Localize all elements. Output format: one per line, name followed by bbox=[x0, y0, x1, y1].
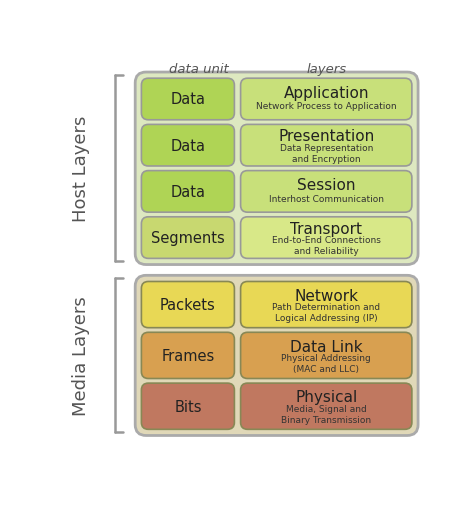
Text: Bits: Bits bbox=[174, 399, 201, 414]
FancyBboxPatch shape bbox=[241, 282, 412, 328]
Text: Data Link: Data Link bbox=[290, 339, 363, 354]
FancyBboxPatch shape bbox=[141, 125, 235, 167]
Text: Segments: Segments bbox=[151, 231, 225, 245]
Text: End-to-End Connections
and Reliability: End-to-End Connections and Reliability bbox=[272, 236, 381, 256]
Text: data unit: data unit bbox=[169, 63, 228, 76]
Text: Transport: Transport bbox=[290, 221, 362, 236]
Text: Data: Data bbox=[170, 184, 205, 199]
Text: Network Process to Application: Network Process to Application bbox=[256, 102, 397, 111]
Text: Data: Data bbox=[170, 92, 205, 107]
FancyBboxPatch shape bbox=[241, 383, 412, 429]
Text: Media Layers: Media Layers bbox=[72, 296, 90, 416]
Text: Presentation: Presentation bbox=[278, 129, 374, 144]
Text: Path Determination and
Logical Addressing (IP): Path Determination and Logical Addressin… bbox=[272, 302, 380, 323]
FancyBboxPatch shape bbox=[241, 171, 412, 213]
Text: Session: Session bbox=[297, 178, 356, 192]
FancyBboxPatch shape bbox=[141, 171, 235, 213]
Text: Physical Addressing
(MAC and LLC): Physical Addressing (MAC and LLC) bbox=[282, 354, 371, 373]
Text: Physical: Physical bbox=[295, 390, 357, 405]
FancyBboxPatch shape bbox=[141, 333, 235, 379]
FancyBboxPatch shape bbox=[135, 73, 418, 265]
FancyBboxPatch shape bbox=[241, 333, 412, 379]
Text: Network: Network bbox=[294, 288, 358, 303]
FancyBboxPatch shape bbox=[135, 276, 418, 436]
FancyBboxPatch shape bbox=[141, 282, 235, 328]
Text: Interhost Communication: Interhost Communication bbox=[269, 194, 384, 204]
FancyBboxPatch shape bbox=[141, 79, 235, 121]
Text: layers: layers bbox=[307, 63, 346, 76]
Text: Frames: Frames bbox=[161, 348, 215, 363]
Text: Data Representation
and Encryption: Data Representation and Encryption bbox=[280, 143, 373, 164]
FancyBboxPatch shape bbox=[241, 125, 412, 167]
Text: Packets: Packets bbox=[160, 297, 216, 313]
FancyBboxPatch shape bbox=[141, 217, 235, 259]
FancyBboxPatch shape bbox=[241, 79, 412, 121]
Text: Host Layers: Host Layers bbox=[72, 116, 90, 222]
Text: Application: Application bbox=[283, 85, 369, 100]
FancyBboxPatch shape bbox=[241, 217, 412, 259]
FancyBboxPatch shape bbox=[141, 383, 235, 429]
Text: Data: Data bbox=[170, 138, 205, 154]
Text: Media, Signal and
Binary Transmission: Media, Signal and Binary Transmission bbox=[281, 404, 371, 424]
